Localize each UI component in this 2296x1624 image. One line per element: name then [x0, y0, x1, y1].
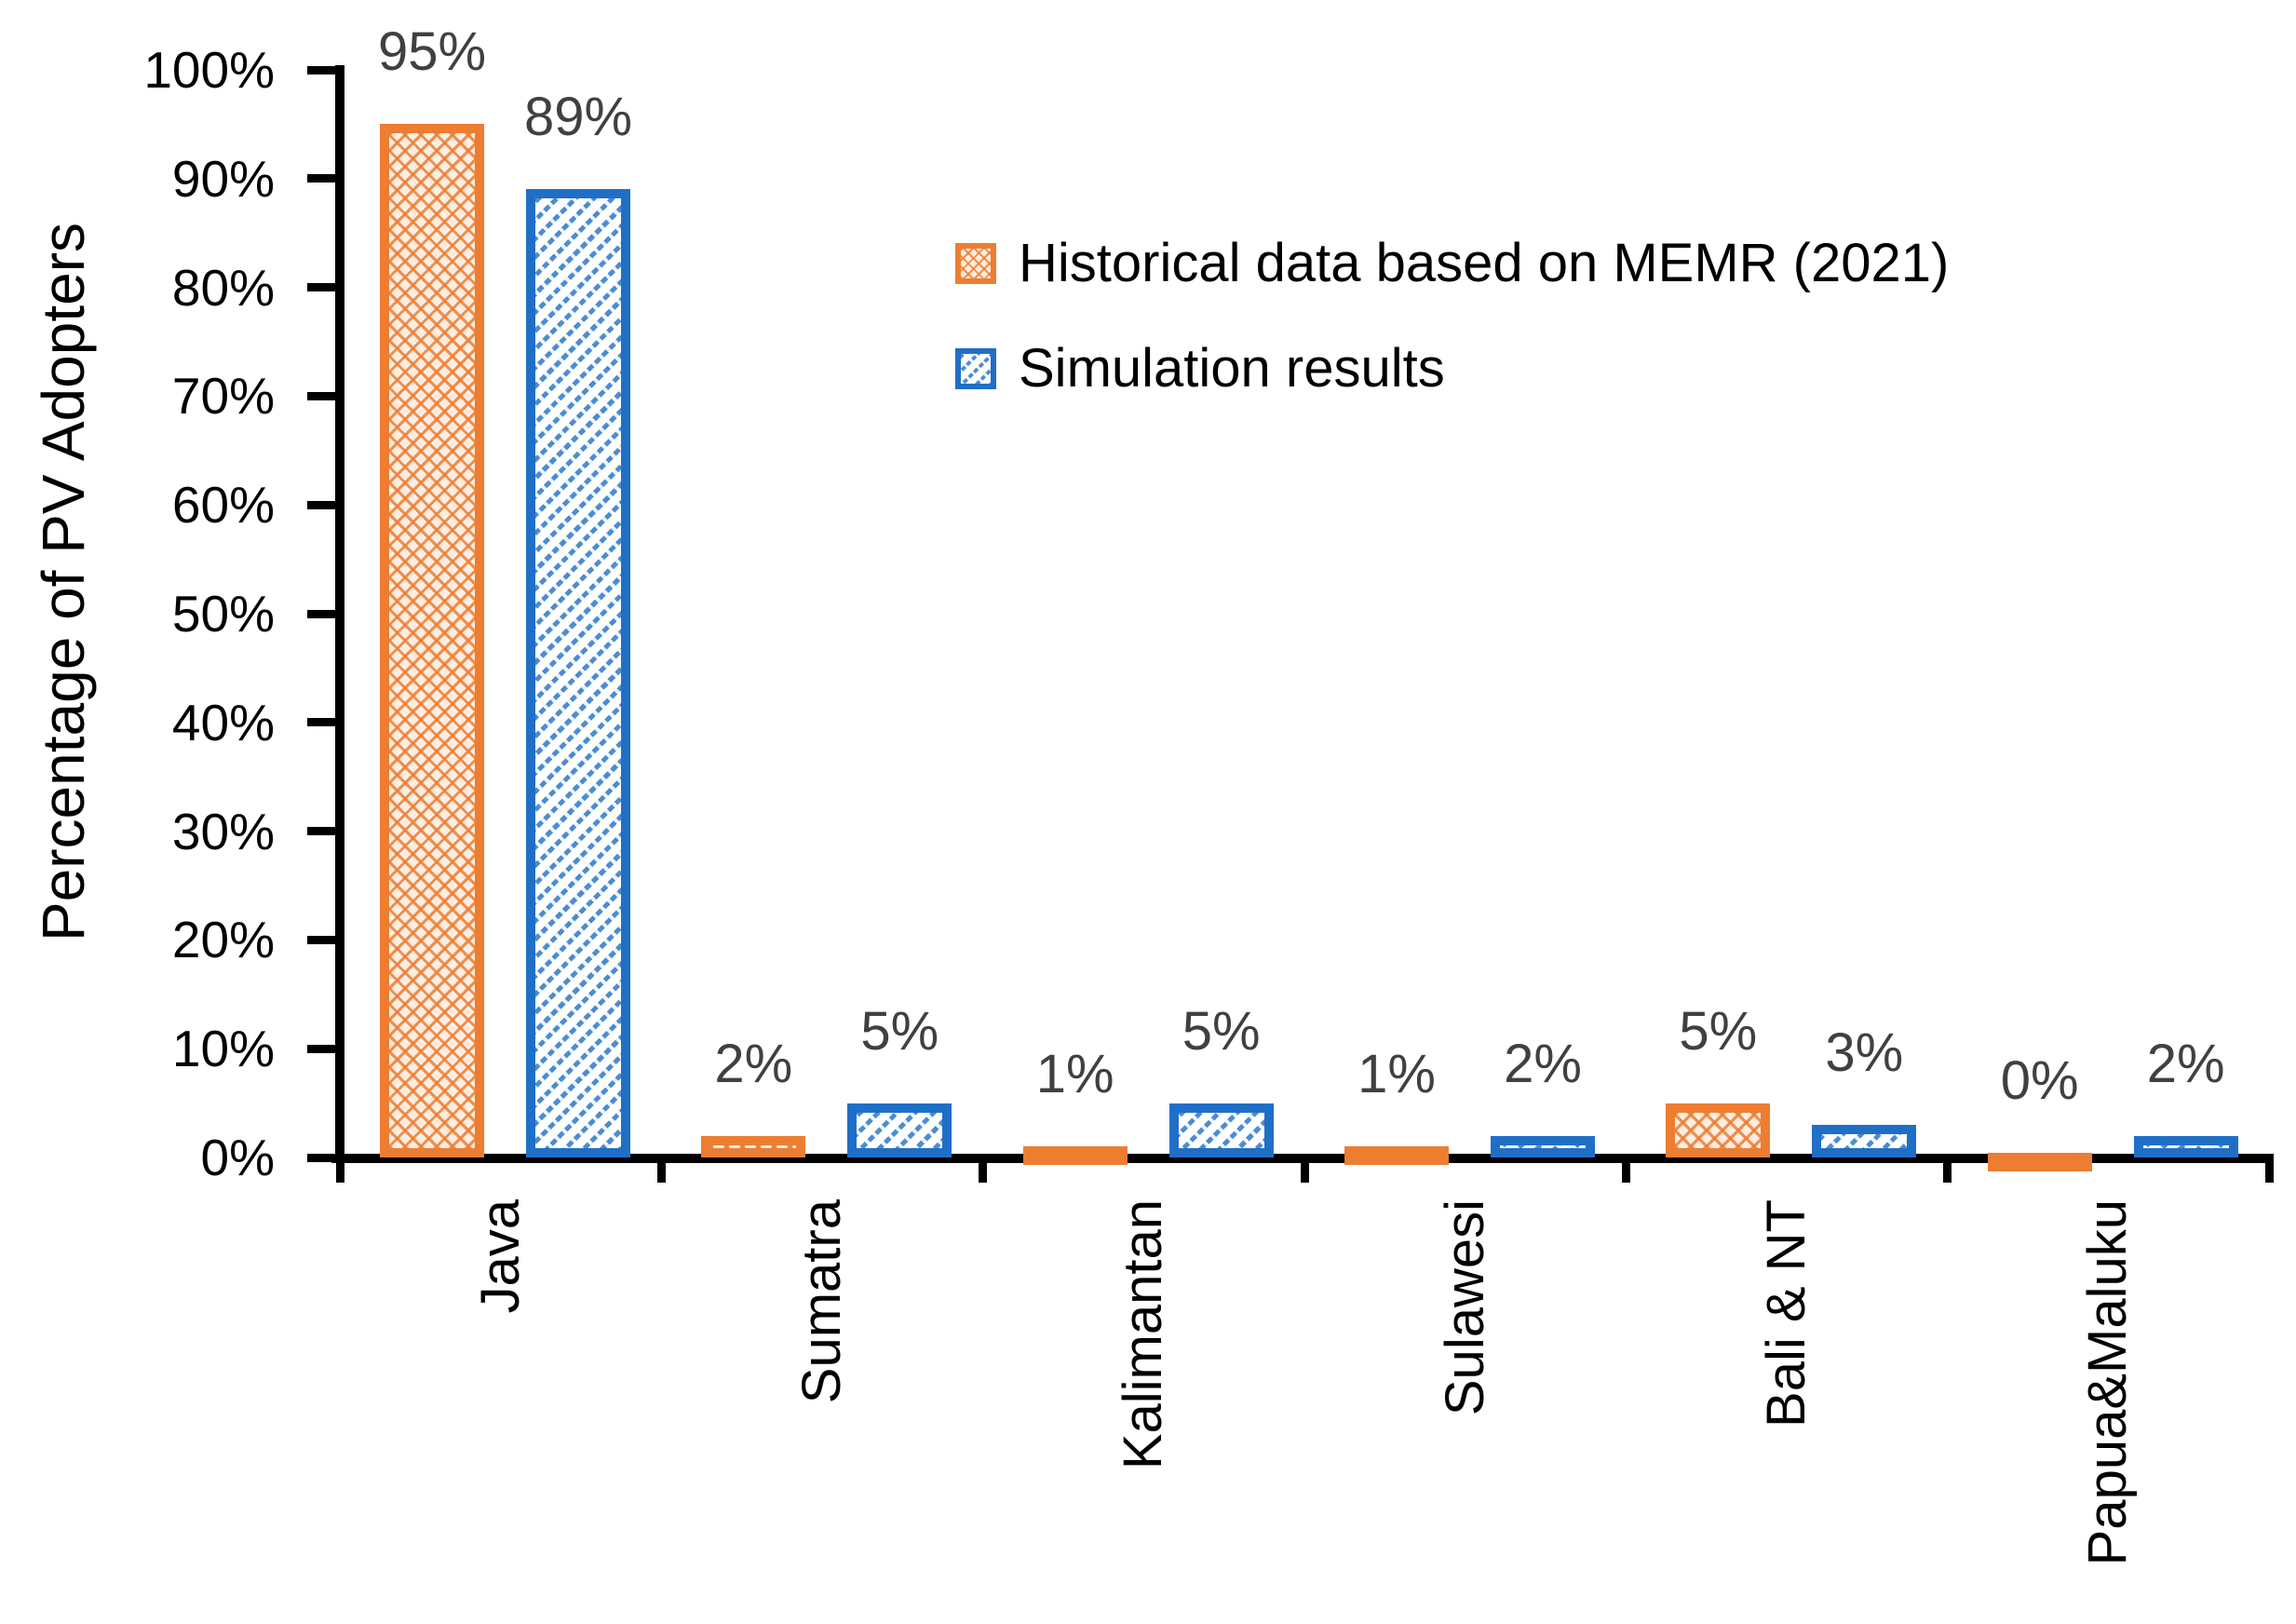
y-axis-tick: [307, 391, 335, 400]
simulation-series-swatch-icon: [955, 348, 996, 389]
historical-series-swatch-icon: [955, 243, 996, 284]
historical-bar-Sumatra: [701, 1136, 806, 1157]
y-tick-label: 100%: [143, 41, 275, 99]
data-label: 89%: [523, 87, 633, 147]
data-label: 1%: [1035, 1044, 1114, 1104]
x-category-label-Sumatra: Sumatra: [791, 1199, 852, 1404]
y-axis-tick: [307, 718, 335, 727]
historical-bar-Papua&Maluku: [1987, 1153, 2092, 1171]
y-tick-label: 40%: [171, 693, 275, 751]
data-label: 2%: [2146, 1034, 2225, 1094]
x-category-label-Java: Java: [469, 1199, 531, 1314]
data-label: 5%: [1679, 1001, 1758, 1062]
data-label: 5%: [860, 1001, 939, 1062]
simulation-bar-Sumatra: [847, 1103, 952, 1157]
x-category-label-Papua&Maluku: Papua&Maluku: [2077, 1199, 2139, 1566]
x-category-label-Bali & NT: Bali & NT: [1756, 1199, 1817, 1428]
simulation-bar-Bali & NT: [1812, 1125, 1917, 1157]
y-tick-label: 90%: [171, 149, 275, 208]
simulation-bar-Java: [526, 189, 630, 1157]
data-label: 5%: [1182, 1001, 1261, 1062]
x-category-label-Kalimantan: Kalimantan: [1113, 1199, 1174, 1470]
y-tick-label: 30%: [171, 802, 275, 860]
legend-label: Historical data based on MEMR (2021): [1019, 233, 1950, 293]
simulation-bar-Papua&Maluku: [2133, 1136, 2238, 1157]
y-axis-tick: [307, 500, 335, 509]
data-label: 95%: [377, 21, 487, 82]
y-tick-label: 50%: [171, 585, 275, 643]
historical-bar-Java: [380, 124, 484, 1157]
x-category-label-Sulawesi: Sulawesi: [1434, 1199, 1495, 1416]
data-label: 1%: [1357, 1044, 1436, 1104]
data-label: 2%: [1504, 1034, 1582, 1094]
y-axis-tick: [307, 1153, 335, 1162]
x-axis-tick: [979, 1157, 988, 1183]
y-tick-label: 70%: [171, 367, 275, 426]
x-axis-tick: [1621, 1157, 1630, 1183]
x-axis-tick: [1943, 1157, 1952, 1183]
y-axis-tick: [307, 827, 335, 836]
y-tick-label: 0%: [200, 1129, 276, 1186]
y-axis-tick: [307, 65, 335, 74]
legend-label: Simulation results: [1019, 338, 1445, 399]
historical-bar-Sulawesi: [1344, 1146, 1449, 1165]
simulation-bar-Kalimantan: [1168, 1103, 1274, 1157]
simulation-bar-Sulawesi: [1491, 1136, 1595, 1157]
y-tick-label: 20%: [171, 911, 275, 969]
y-axis-tick: [307, 283, 335, 292]
y-axis-line: [335, 65, 344, 1163]
data-label: 0%: [2000, 1050, 2079, 1111]
y-axis-tick: [307, 1044, 335, 1053]
x-axis-tick: [2264, 1157, 2274, 1183]
historical-bar-Bali & NT: [1666, 1103, 1771, 1157]
legend-item-historical: Historical data based on MEMR (2021): [955, 233, 1949, 294]
historical-bar-Kalimantan: [1022, 1146, 1128, 1165]
y-axis-tick: [307, 935, 335, 944]
data-label: 2%: [714, 1034, 793, 1094]
y-tick-label: 60%: [171, 476, 275, 535]
x-axis-tick: [1300, 1157, 1309, 1183]
x-axis-tick: [335, 1157, 344, 1183]
y-tick-label: 10%: [171, 1020, 275, 1078]
y-tick-label: 80%: [171, 258, 275, 317]
y-axis-tick: [307, 174, 335, 183]
data-label: 3%: [1825, 1022, 1904, 1083]
y-axis-tick: [307, 609, 335, 618]
x-axis-tick: [656, 1157, 666, 1183]
legend-item-simulation: Simulation results: [955, 338, 1445, 399]
